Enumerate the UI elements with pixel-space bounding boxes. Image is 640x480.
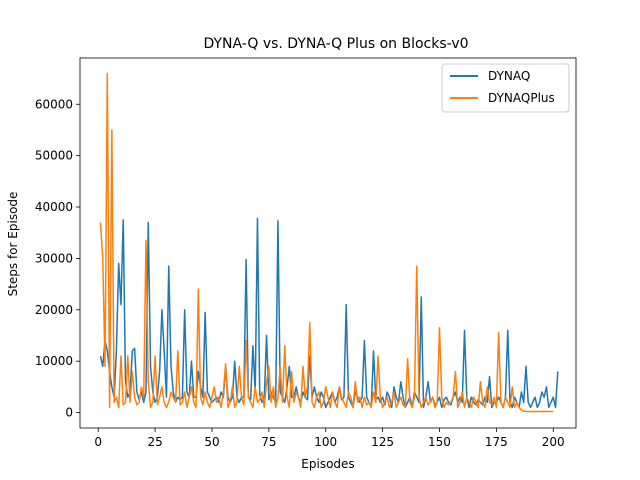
chart-title: DYNA-Q vs. DYNA-Q Plus on Blocks-v0 bbox=[203, 36, 468, 52]
x-tick-label: 175 bbox=[485, 435, 508, 449]
x-tick-label: 125 bbox=[371, 435, 394, 449]
plot-area bbox=[99, 72, 559, 413]
x-tick-label: 25 bbox=[147, 435, 162, 449]
x-tick-label: 75 bbox=[261, 435, 276, 449]
y-tick-label: 40000 bbox=[35, 200, 73, 214]
x-tick-label: 50 bbox=[204, 435, 219, 449]
y-tick-label: 30000 bbox=[35, 251, 73, 265]
legend-label-dynaq: DYNAQ bbox=[488, 69, 530, 83]
y-axis-title: Steps for Episode bbox=[6, 192, 20, 297]
x-tick-label: 0 bbox=[94, 435, 102, 449]
axes-frame bbox=[79, 57, 577, 429]
y-tick-label: 20000 bbox=[35, 303, 73, 317]
y-tick-label: 50000 bbox=[35, 149, 73, 163]
x-axis-title: Episodes bbox=[301, 457, 354, 471]
legend-label-dynaqplus: DYNAQPlus bbox=[488, 91, 555, 105]
x-tick-label: 100 bbox=[314, 435, 337, 449]
y-tick-label: 0 bbox=[65, 406, 73, 420]
series-line-dynaqplus bbox=[99, 72, 554, 413]
legend: DYNAQ DYNAQPlus bbox=[441, 63, 570, 113]
y-tick-label: 10000 bbox=[35, 354, 73, 368]
y-tick-label: 60000 bbox=[35, 97, 73, 111]
x-tick-label: 200 bbox=[542, 435, 565, 449]
axes: 0 25 50 75 100 125 150 175 200 0 10000 20000 30000 40… bbox=[35, 57, 577, 449]
x-tick-label: 150 bbox=[428, 435, 451, 449]
